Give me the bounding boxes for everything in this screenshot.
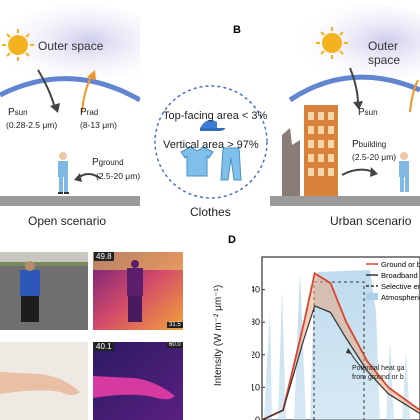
- orange-building: [304, 105, 338, 196]
- thermal-person-image: [93, 252, 183, 330]
- p-building-label: Pbuilding: [352, 139, 387, 150]
- panel-d-label: D: [228, 234, 236, 246]
- urban-p-sun-label: Psun: [358, 107, 378, 118]
- shirt-icon: [180, 146, 214, 177]
- cap-icon: [200, 120, 225, 131]
- p-ground-range: (2.5-20 μm): [96, 171, 141, 181]
- sun-icon: [2, 29, 34, 61]
- vertical-area-text: Vertical area > 97%: [163, 139, 259, 151]
- heat-gain-region: [262, 273, 420, 420]
- p-rad-label: Prad: [80, 107, 99, 118]
- thermal-arm-image: [93, 342, 183, 420]
- series-line-0: [261, 271, 420, 420]
- y-tick-label-0: 0: [255, 415, 260, 420]
- legend-swatch-3: [366, 293, 378, 300]
- thermal-max-top: 49.8: [94, 252, 114, 261]
- legend-label-1: Broadband em: [381, 271, 420, 280]
- y-tick-label-3: 30: [252, 317, 260, 327]
- series-line-1: [261, 305, 420, 420]
- y-tick-label-2: 20: [252, 350, 260, 360]
- thermal-min-top: 31.5: [167, 322, 183, 328]
- thermal-max-bottom: 40.1: [94, 342, 114, 351]
- arm-photo: [0, 342, 88, 420]
- person-figure: [58, 152, 69, 194]
- intensity-chart: 0 10 20 30 40 Ground or bui Broadband em Selec…: [252, 256, 420, 420]
- p-building-range: (2.5-20 μm): [352, 152, 397, 162]
- pants-icon: [220, 147, 242, 181]
- annotation-line-2: from ground or b: [352, 374, 404, 381]
- urban-person-figure: [399, 152, 409, 192]
- p-ground-label: Pground: [92, 157, 124, 168]
- open-scenario-illustration: [0, 5, 140, 206]
- panel-b-label: B: [233, 24, 241, 36]
- legend-label-3: Atmospheric: [381, 293, 420, 302]
- legend-label-0: Ground or bui: [381, 260, 420, 269]
- annotation-line-1: Potential heat ga: [352, 365, 405, 372]
- top-facing-text: Top-facing area < 3%: [163, 110, 268, 122]
- legend-label-2: Selective em: [381, 282, 420, 291]
- urban-sun-icon: [316, 27, 348, 59]
- p-sun-range: (0.28-2.5 μm): [6, 120, 58, 130]
- y-tick-label-1: 10: [252, 382, 260, 392]
- urban-scenario-caption: Urban scenario: [330, 214, 412, 228]
- clothes-caption: Clothes: [190, 205, 231, 219]
- clothes-circle: [154, 85, 268, 199]
- person-photo: [0, 252, 88, 330]
- thermal-max-bottom-scale: 60.0: [167, 342, 183, 348]
- plot-frame: [261, 256, 420, 420]
- p-sun-label: Psun: [8, 107, 28, 118]
- selective-emitter-line: [313, 281, 365, 420]
- urban-scenario-illustration: [270, 5, 420, 206]
- open-scenario-caption: Open scenario: [28, 214, 107, 228]
- p-rad-range: (8-13 μm): [80, 120, 118, 130]
- chart-ylabel: Intensity (W m⁻² μm⁻¹): [213, 284, 225, 387]
- dark-building: [282, 128, 300, 196]
- open-space-label: Outer space: [38, 39, 104, 53]
- y-tick-label-4: 40: [252, 285, 260, 295]
- urban-space-label: Outer space: [368, 39, 401, 67]
- atmospheric-window: [264, 270, 410, 420]
